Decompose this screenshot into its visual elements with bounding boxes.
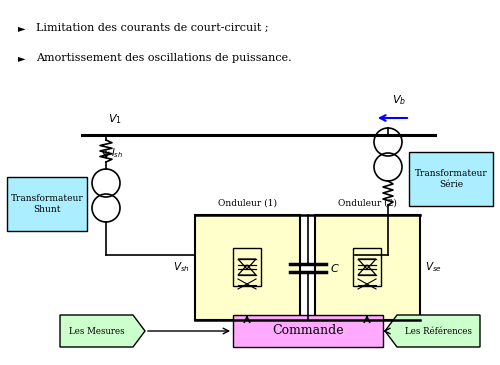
Text: $I_{sh}$: $I_{sh}$ <box>111 146 124 160</box>
FancyBboxPatch shape <box>233 315 383 347</box>
Polygon shape <box>385 315 480 347</box>
Text: Transformateur
Shunt: Transformateur Shunt <box>10 193 84 214</box>
Text: $V_{se}$: $V_{se}$ <box>425 261 442 274</box>
Text: $C$: $C$ <box>330 261 339 273</box>
Text: $V_1$: $V_1$ <box>108 112 122 126</box>
Text: Onduleur (1): Onduleur (1) <box>218 199 277 208</box>
Text: $V_{sh}$: $V_{sh}$ <box>173 261 190 274</box>
Bar <box>353 248 381 286</box>
Text: $V_b$: $V_b$ <box>392 93 406 107</box>
FancyBboxPatch shape <box>7 177 87 231</box>
Polygon shape <box>60 315 145 347</box>
Text: Amortissement des oscillations de puissance.: Amortissement des oscillations de puissa… <box>36 53 292 63</box>
Text: Les Références: Les Références <box>405 327 472 335</box>
Text: ►: ► <box>18 53 26 63</box>
Text: Transformateur
Série: Transformateur Série <box>414 169 488 189</box>
Text: Onduleur (2): Onduleur (2) <box>338 199 397 208</box>
Text: ►: ► <box>18 23 26 33</box>
Text: Limitation des courants de court-circuit ;: Limitation des courants de court-circuit… <box>36 23 268 33</box>
FancyBboxPatch shape <box>409 152 493 206</box>
FancyBboxPatch shape <box>195 215 300 320</box>
Bar <box>233 248 261 286</box>
FancyBboxPatch shape <box>315 215 420 320</box>
Text: Commande: Commande <box>272 324 344 338</box>
Text: Les Mesures: Les Mesures <box>68 327 124 335</box>
